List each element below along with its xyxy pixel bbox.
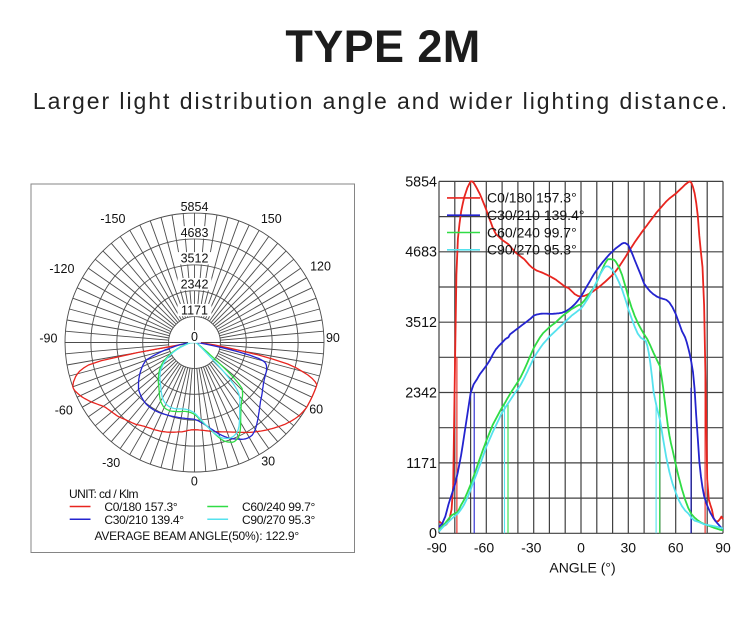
svg-text:ANGLE (°): ANGLE (°) [549,560,615,576]
svg-text:3512: 3512 [405,315,437,331]
svg-text:C30/210 139.4°: C30/210 139.4° [104,513,184,527]
svg-text:-120: -120 [49,262,74,276]
svg-text:AVERAGE BEAM ANGLE(50%): 122.9: AVERAGE BEAM ANGLE(50%): 122.9° [94,529,299,543]
svg-text:1171: 1171 [406,456,437,472]
svg-text:4683: 4683 [405,245,437,261]
svg-text:5854: 5854 [181,200,209,214]
svg-text:0: 0 [191,330,198,344]
svg-text:90: 90 [715,539,731,555]
svg-text:-60: -60 [474,539,494,555]
svg-text:-30: -30 [102,456,120,470]
svg-text:5854: 5854 [405,174,437,190]
svg-text:C60/240 99.7°: C60/240 99.7° [487,224,577,240]
svg-text:-90: -90 [427,539,447,555]
svg-text:60: 60 [668,539,684,555]
svg-text:60: 60 [309,402,323,416]
svg-text:1171: 1171 [181,304,208,318]
svg-text:C0/180 157.3°: C0/180 157.3° [104,500,177,514]
svg-text:3512: 3512 [181,252,209,266]
svg-text:30: 30 [621,539,637,555]
svg-text:0: 0 [191,474,198,488]
svg-text:UNIT: cd / Klm: UNIT: cd / Klm [69,487,139,501]
svg-text:C60/240 99.7°: C60/240 99.7° [242,500,315,514]
svg-text:4683: 4683 [181,226,209,240]
svg-text:0: 0 [577,539,585,555]
svg-text:120: 120 [310,260,331,274]
svg-text:90: 90 [326,331,340,345]
svg-text:2342: 2342 [405,385,437,401]
svg-text:C90/270 95.3°: C90/270 95.3° [487,242,577,258]
svg-text:-30: -30 [521,539,541,555]
svg-text:150: 150 [261,212,282,226]
svg-text:C30/210 139.4°: C30/210 139.4° [487,207,584,223]
svg-text:-90: -90 [39,332,57,346]
svg-text:2342: 2342 [181,278,209,292]
svg-text:-150: -150 [100,212,125,226]
svg-text:-60: -60 [55,404,73,418]
svg-text:30: 30 [261,455,275,469]
svg-text:0: 0 [429,526,437,542]
svg-text:C0/180 157.3°: C0/180 157.3° [487,190,577,206]
svg-text:C90/270 95.3°: C90/270 95.3° [242,513,315,527]
